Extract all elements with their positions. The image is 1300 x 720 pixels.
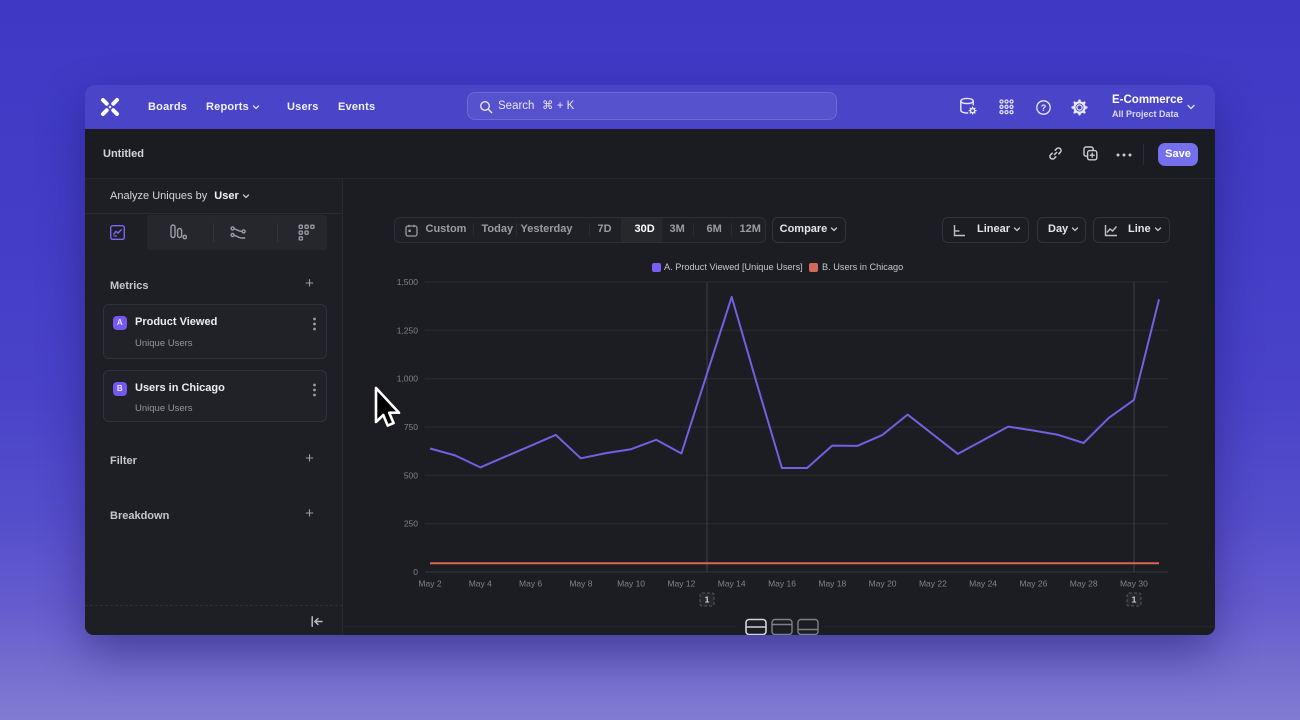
svg-text:May 2: May 2 <box>418 579 441 589</box>
svg-text:May 4: May 4 <box>469 579 492 589</box>
svg-text:May 6: May 6 <box>519 579 542 589</box>
svg-text:May 20: May 20 <box>869 579 897 589</box>
svg-text:1,000: 1,000 <box>397 374 419 384</box>
svg-text:May 8: May 8 <box>569 579 592 589</box>
svg-text:May 18: May 18 <box>818 579 846 589</box>
svg-text:May 24: May 24 <box>969 579 997 589</box>
svg-text:May 26: May 26 <box>1019 579 1047 589</box>
svg-text:1: 1 <box>705 595 710 605</box>
svg-text:May 10: May 10 <box>617 579 645 589</box>
svg-text:1,250: 1,250 <box>397 325 419 335</box>
svg-text:500: 500 <box>404 470 418 480</box>
svg-text:May 30: May 30 <box>1120 579 1148 589</box>
svg-text:May 28: May 28 <box>1070 579 1098 589</box>
svg-text:750: 750 <box>404 422 418 432</box>
svg-text:May 16: May 16 <box>768 579 796 589</box>
svg-text:1: 1 <box>1132 595 1137 605</box>
svg-text:1,500: 1,500 <box>397 277 419 287</box>
svg-text:May 22: May 22 <box>919 579 947 589</box>
svg-text:May 14: May 14 <box>718 579 746 589</box>
svg-text:250: 250 <box>404 519 418 529</box>
svg-text:?: ? <box>1041 102 1047 112</box>
svg-text:May 12: May 12 <box>667 579 695 589</box>
svg-text:0: 0 <box>413 567 418 577</box>
